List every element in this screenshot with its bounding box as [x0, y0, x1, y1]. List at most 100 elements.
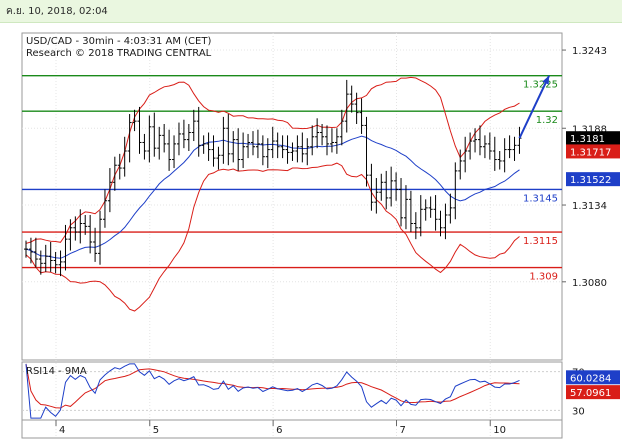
- price-bar: [492, 136, 497, 171]
- header-date: ค.ย. 10, 2018, 02:04: [6, 6, 108, 17]
- price-bar: [226, 114, 231, 166]
- price-bar: [507, 135, 512, 159]
- price-bar: [28, 237, 33, 264]
- time-axis: 4 5 6 7 10: [55, 420, 506, 436]
- price-bar: [176, 122, 181, 156]
- price-bar: [117, 153, 122, 180]
- price-bar: [260, 135, 265, 166]
- price-bar: [428, 196, 433, 218]
- price-bar: [512, 136, 517, 161]
- price-bar: [285, 135, 290, 164]
- rsi-flag-label: 60.0284: [570, 373, 611, 384]
- price-bar: [58, 250, 63, 277]
- price-bar: [364, 116, 369, 187]
- price-bar: [241, 132, 246, 169]
- price-bar: [132, 109, 137, 132]
- price-bar: [172, 135, 177, 169]
- price-bar: [408, 190, 413, 233]
- time-axis-label: 5: [153, 425, 159, 436]
- rsi-axis-label: 30: [572, 406, 585, 417]
- xaxis-strip: [21, 419, 563, 439]
- forecast-arrow-head: [542, 75, 550, 85]
- forecast-arrow: [518, 75, 550, 139]
- price-bar: [482, 135, 487, 159]
- price-bar: [93, 227, 98, 262]
- price-bar: [186, 123, 191, 152]
- price-bar: [43, 244, 48, 272]
- price-bar: [33, 237, 38, 268]
- price-bar: [334, 128, 339, 154]
- main-pane: [21, 32, 563, 361]
- price-bar: [448, 193, 453, 224]
- price-bar: [63, 224, 68, 271]
- price-bar: [107, 168, 112, 213]
- price-bar: [236, 128, 241, 171]
- price-bar: [389, 166, 394, 207]
- price-bar: [48, 241, 53, 272]
- price-bar: [315, 118, 320, 149]
- price-bar: [369, 163, 374, 211]
- price-axis: 1.3243 1.3188 1.3134 1.3080: [562, 46, 607, 289]
- price-bar: [24, 240, 28, 258]
- price-bar: [349, 85, 354, 113]
- bollinger-upper-line: [25, 76, 520, 244]
- price-bar: [250, 131, 255, 156]
- price-axis-label: 1.3188: [572, 124, 607, 135]
- price-bar: [384, 170, 389, 210]
- price-bar: [394, 172, 399, 201]
- price-bar: [216, 146, 221, 170]
- price-bar: [83, 214, 88, 235]
- price-flag-label: 1.31717: [570, 147, 611, 158]
- time-axis-label: 6: [276, 425, 282, 436]
- price-axis-label: 1.3243: [572, 46, 607, 57]
- rsi-label: RSI14 - 9MA: [26, 366, 87, 377]
- time-axis-label: 7: [399, 425, 405, 436]
- price-bar: [325, 125, 330, 156]
- price-bar: [487, 132, 492, 160]
- price-flag: [566, 144, 620, 159]
- price-bar: [477, 125, 482, 156]
- price-bar: [265, 138, 270, 169]
- price-bar: [468, 132, 473, 160]
- price-bar: [379, 173, 384, 201]
- price-bar: [374, 178, 379, 214]
- price-bar: [473, 128, 478, 153]
- price-bar: [438, 210, 443, 237]
- price-bar: [221, 116, 226, 164]
- price-bar: [206, 132, 211, 161]
- levels: 1.3225 1.32 1.3145 1.3115 1.309: [22, 74, 562, 283]
- price-axis-label: 1.3080: [572, 278, 607, 289]
- price-bar: [270, 126, 275, 159]
- price-bar: [53, 251, 58, 274]
- price-bar: [320, 123, 325, 146]
- price-bar: [157, 126, 162, 160]
- price-bar: [246, 133, 251, 159]
- bollinger-lower-line: [25, 162, 520, 312]
- price-bar: [201, 135, 206, 154]
- price-bar: [300, 132, 305, 163]
- price-bar: [196, 106, 201, 157]
- rsi-pane: [21, 361, 563, 421]
- price-bar: [112, 156, 117, 191]
- rsi-line: [25, 363, 520, 419]
- price-bar: [403, 185, 408, 230]
- price-bar: [423, 199, 428, 221]
- level-label: 1.3225: [523, 80, 558, 91]
- price-flag-label: 1.3181: [570, 134, 605, 145]
- time-axis-label: 4: [59, 425, 65, 436]
- price-bar: [102, 189, 107, 228]
- price-bar: [231, 131, 236, 163]
- rsi-flag-label: 57.0961: [570, 388, 611, 399]
- price-bar: [275, 132, 280, 159]
- price-flags: 1.3181 1.31717 1.31522: [566, 131, 620, 187]
- price-bar: [122, 136, 127, 177]
- price-bar: [211, 135, 216, 167]
- price-bar: [418, 195, 423, 237]
- price-bar: [354, 92, 359, 124]
- price-bar: [290, 142, 295, 161]
- price-bar: [88, 214, 93, 254]
- price-flag: [566, 172, 620, 187]
- price-bars: [24, 79, 522, 277]
- price-bar: [458, 149, 463, 180]
